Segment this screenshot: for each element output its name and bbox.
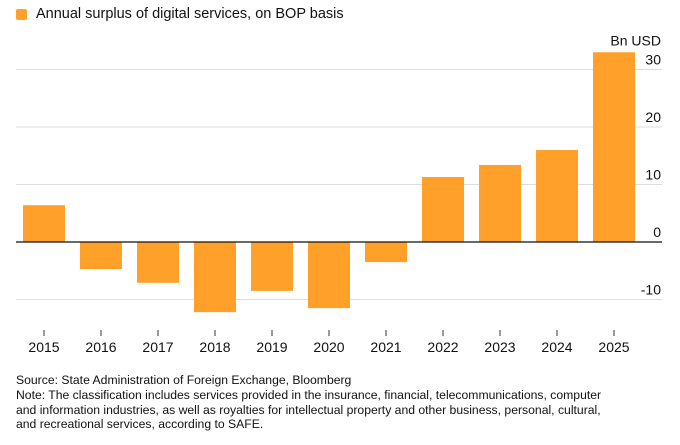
x-tick-label: 2020 — [313, 339, 344, 355]
note-line-2: and information industries, as well as r… — [16, 402, 601, 417]
bar-2022 — [422, 177, 464, 242]
legend-swatch — [16, 8, 27, 20]
bar-2019 — [251, 242, 293, 291]
y-tick-labels: 30 20 10 0 -10 — [641, 52, 661, 298]
x-tick-label: 2016 — [85, 339, 116, 355]
x-tick-label: 2017 — [142, 339, 173, 355]
bar-2015 — [23, 205, 65, 242]
x-tick-label: 2015 — [28, 339, 59, 355]
x-tick-labels: 2015 2016 2017 2018 2019 2020 2021 2022 2023 2024… — [28, 330, 630, 355]
source-text: Source: State Administration of Foreign … — [16, 373, 352, 387]
x-tick-label: 2024 — [541, 339, 572, 355]
note-line-3: and recreational services, according to … — [16, 417, 264, 432]
y-tick-label: 0 — [653, 224, 661, 240]
y-tick-label: 30 — [645, 52, 661, 68]
bar-2025 — [593, 52, 635, 242]
x-tick-label: 2021 — [370, 339, 401, 355]
bar-2016 — [80, 242, 122, 270]
y-tick-label: -10 — [641, 282, 661, 298]
bar-2021 — [365, 242, 407, 263]
legend: Annual surplus of digital services, on B… — [16, 6, 344, 22]
x-tick-label: 2025 — [598, 339, 629, 355]
unit-label: Bn USD — [610, 33, 661, 49]
bar-2024 — [536, 150, 578, 242]
bar-2023 — [479, 164, 521, 242]
y-tick-label: 10 — [645, 167, 661, 183]
bar-2020 — [308, 242, 350, 309]
x-tick-label: 2019 — [256, 339, 287, 355]
note-line-1: Note: The classification includes servic… — [16, 387, 602, 402]
x-tick-label: 2018 — [199, 339, 230, 355]
x-tick-label: 2023 — [484, 339, 515, 355]
bar-2017 — [137, 242, 179, 283]
legend-label: Annual surplus of digital services, on B… — [36, 6, 344, 22]
footer: Source: State Administration of Foreign … — [16, 373, 676, 432]
y-tick-label: 20 — [645, 109, 661, 125]
bars — [23, 52, 635, 313]
x-tick-label: 2022 — [427, 339, 458, 355]
bar-2018 — [194, 242, 236, 313]
